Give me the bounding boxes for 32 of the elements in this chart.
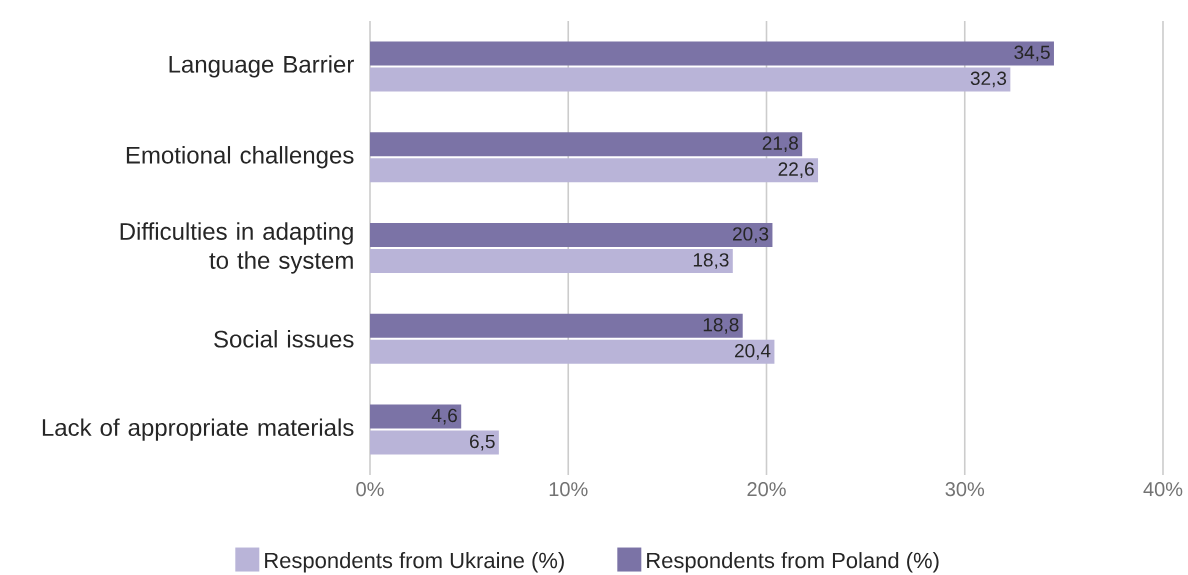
x-tick-label: 10% <box>549 482 588 497</box>
bar <box>370 313 743 338</box>
bar <box>370 430 499 455</box>
legend-label: Respondents from Poland (%) <box>647 552 939 573</box>
y-tick-label: Language Barrier <box>169 55 354 78</box>
bar <box>370 223 773 248</box>
y-tick-label: Lack of appropriate materials <box>42 418 354 441</box>
data-label: 4,6 <box>431 408 457 425</box>
bar <box>370 41 1054 66</box>
x-tick-label: 40% <box>1143 482 1183 497</box>
x-tick-label: 20% <box>747 482 786 497</box>
data-label: 20,3 <box>733 227 769 243</box>
y-tick-label: Emotional challenges <box>126 146 354 169</box>
data-label: 34,5 <box>1014 45 1050 62</box>
data-label: 18,8 <box>703 317 739 334</box>
bar <box>370 132 803 157</box>
bar <box>370 158 819 183</box>
bar <box>370 339 775 364</box>
y-tick-label: Social issues <box>214 330 354 348</box>
data-label: 21,8 <box>762 136 798 153</box>
bar <box>370 249 733 274</box>
data-label: 6,5 <box>470 434 495 451</box>
bar <box>370 67 1011 92</box>
x-tick-label: 0% <box>356 482 384 497</box>
y-tick-label: Difficulties in adapting to the system <box>120 222 353 274</box>
data-label: 18,3 <box>693 253 729 269</box>
x-tick-label: 30% <box>945 482 985 497</box>
legend-label: Respondents from Ukraine (%) <box>265 552 564 573</box>
data-label: 22,6 <box>778 162 814 179</box>
data-label: 20,4 <box>734 343 771 360</box>
bar <box>370 404 462 429</box>
data-label: 32,3 <box>970 71 1007 88</box>
